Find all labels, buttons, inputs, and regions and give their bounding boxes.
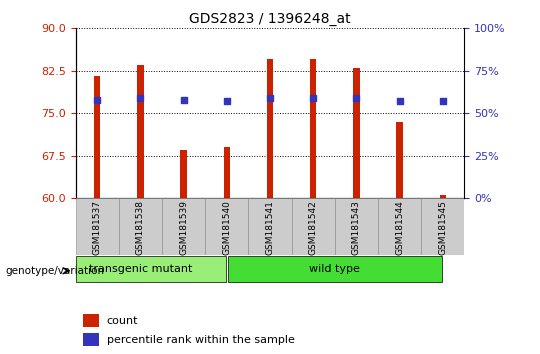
- Bar: [353, 68, 360, 198]
- Bar: [292, 198, 335, 255]
- Point: [352, 95, 361, 101]
- Bar: [180, 150, 187, 198]
- Point: [136, 95, 145, 101]
- Text: transgenic mutant: transgenic mutant: [89, 264, 192, 274]
- Bar: [76, 198, 119, 255]
- Text: wild type: wild type: [309, 264, 360, 274]
- Point: [179, 97, 188, 103]
- Bar: [396, 122, 403, 198]
- Text: GSM181541: GSM181541: [266, 200, 274, 255]
- Bar: [224, 147, 230, 198]
- Point: [93, 97, 102, 103]
- Text: GSM181544: GSM181544: [395, 200, 404, 255]
- Bar: [119, 198, 162, 255]
- Point: [395, 98, 404, 104]
- Text: count: count: [107, 316, 138, 326]
- Bar: [77, 256, 226, 282]
- Bar: [440, 195, 446, 198]
- Text: GSM181543: GSM181543: [352, 200, 361, 255]
- Bar: [94, 76, 100, 198]
- Bar: [310, 59, 316, 198]
- Bar: [378, 198, 421, 255]
- Bar: [335, 198, 378, 255]
- Text: percentile rank within the sample: percentile rank within the sample: [107, 335, 295, 345]
- Point: [266, 95, 274, 101]
- Bar: [248, 198, 292, 255]
- Text: GSM181542: GSM181542: [309, 200, 318, 255]
- Point: [309, 95, 318, 101]
- Bar: [421, 198, 464, 255]
- Title: GDS2823 / 1396248_at: GDS2823 / 1396248_at: [189, 12, 351, 26]
- Point: [222, 98, 231, 104]
- Bar: [205, 198, 248, 255]
- Bar: [228, 256, 442, 282]
- Text: GSM181539: GSM181539: [179, 200, 188, 255]
- Bar: [267, 59, 273, 198]
- Text: GSM181545: GSM181545: [438, 200, 447, 255]
- Bar: [83, 333, 99, 346]
- Bar: [162, 198, 205, 255]
- Text: GSM181540: GSM181540: [222, 200, 231, 255]
- Bar: [83, 314, 99, 327]
- Point: [438, 98, 447, 104]
- Text: GSM181537: GSM181537: [93, 200, 102, 255]
- Bar: [137, 65, 144, 198]
- Text: GSM181538: GSM181538: [136, 200, 145, 255]
- Text: genotype/variation: genotype/variation: [5, 266, 105, 276]
